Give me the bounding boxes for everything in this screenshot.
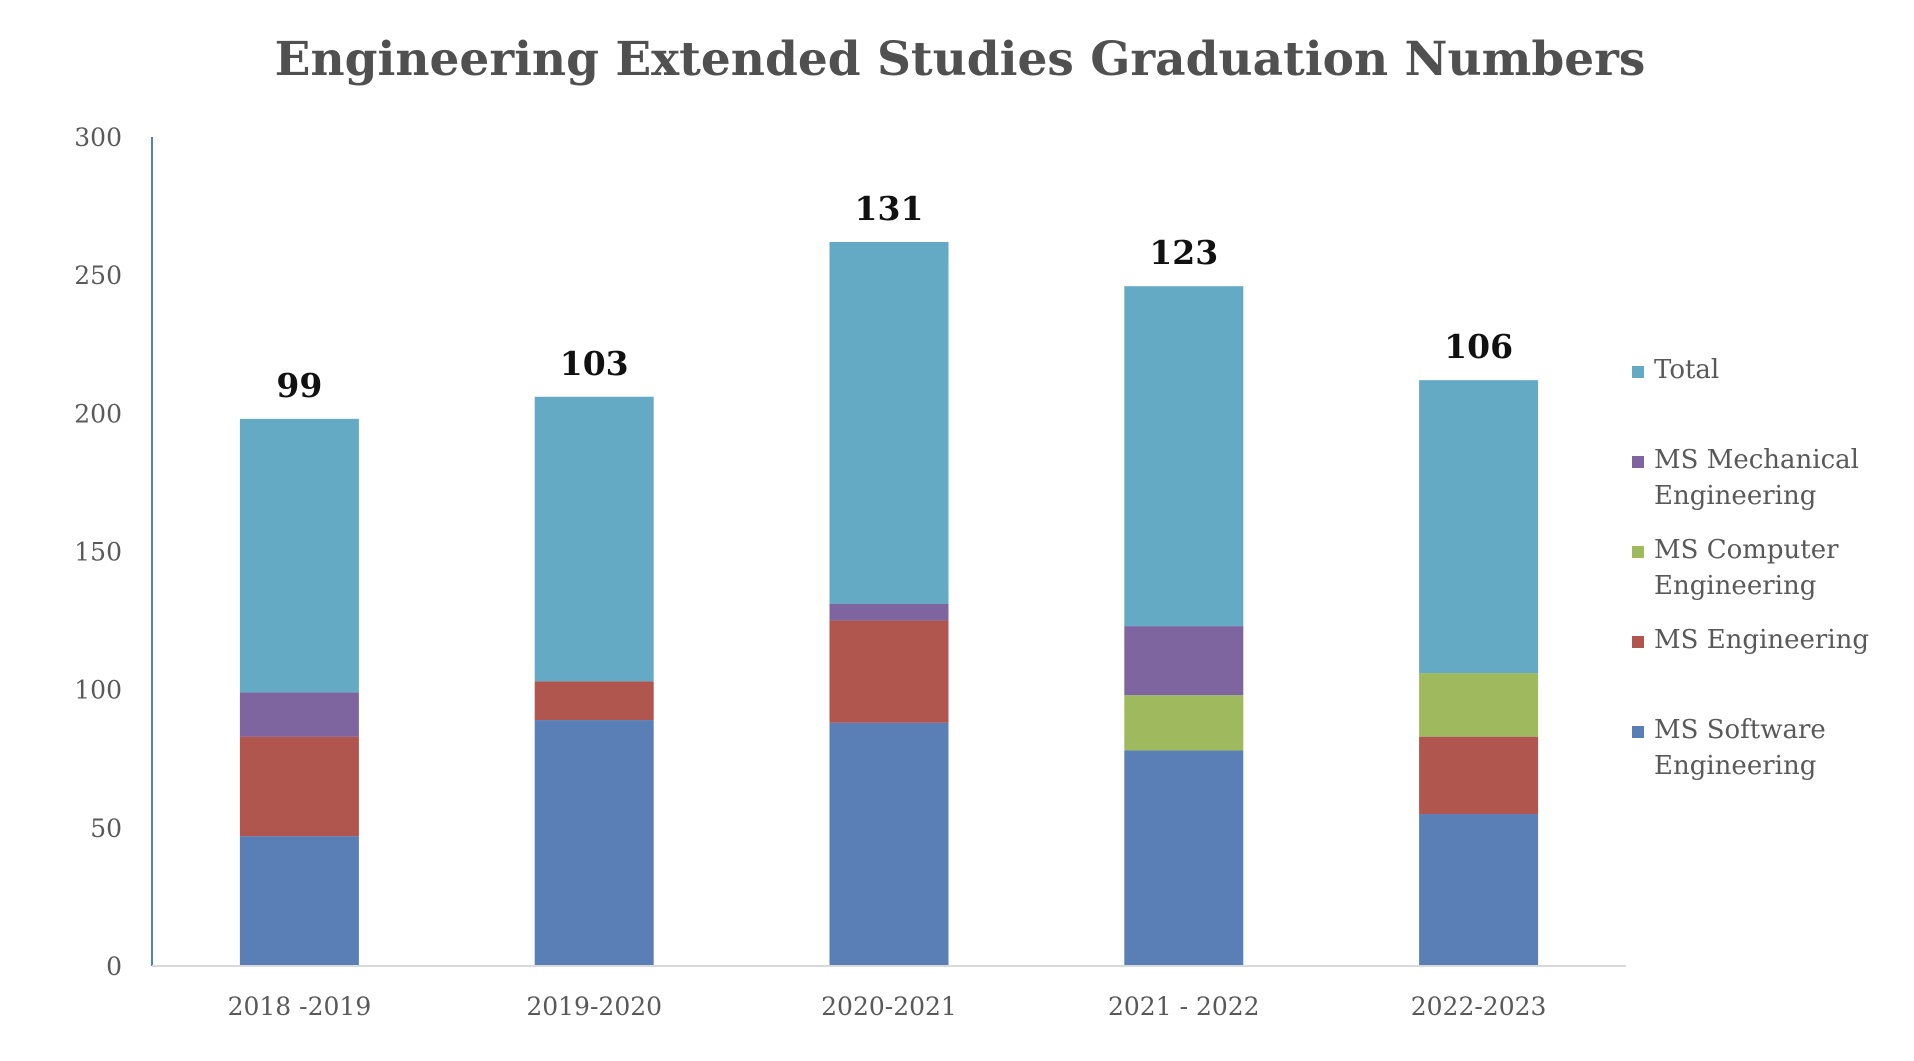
bar-total — [534, 396, 654, 682]
y-tick-label: 300 — [74, 123, 122, 152]
bar-ms-engineering — [534, 681, 654, 721]
x-tick-label: 2019-2020 — [526, 992, 662, 1021]
legend-label: Total — [1654, 355, 1719, 385]
data-label: 123 — [1149, 233, 1218, 272]
bar-ms-mechanical-engineering — [239, 692, 359, 737]
y-tick-label: 200 — [74, 399, 122, 428]
bar-ms-mechanical-engineering — [829, 604, 949, 621]
bar-total — [1124, 286, 1244, 627]
bar-total — [239, 418, 359, 693]
bar-ms-computer-engineering — [1419, 673, 1539, 737]
bars: 99 103 131 123 106 — [239, 189, 1539, 966]
bar-total — [829, 242, 949, 605]
bar-ms-software-engineering — [1419, 814, 1539, 966]
y-tick-label: 0 — [106, 952, 122, 981]
legend-item: MS Mechanical Engineering — [1632, 445, 1859, 511]
x-tick-label: 2018 -2019 — [228, 992, 372, 1021]
data-label: 131 — [855, 189, 924, 228]
legend-swatch — [1632, 636, 1644, 648]
bar-ms-software-engineering — [534, 720, 654, 966]
legend-label: MS Software Engineering — [1654, 715, 1826, 781]
y-axis: 0 50 100 150 200 250 300 — [74, 123, 153, 981]
bar-total — [1419, 380, 1539, 674]
legend-label: MS Mechanical Engineering — [1654, 445, 1859, 511]
x-axis: 2018 -2019 2019-2020 2020-2021 2021 - 2022 2… — [152, 965, 1626, 1021]
legend-swatch — [1632, 456, 1644, 468]
legend-label: MS Computer Engineering — [1654, 535, 1839, 601]
x-tick-label: 2022-2023 — [1411, 992, 1547, 1021]
y-tick-label: 250 — [74, 261, 122, 290]
legend-label: MS Engineering — [1654, 625, 1869, 655]
bar-ms-engineering — [1419, 736, 1539, 815]
data-label: 106 — [1444, 327, 1513, 366]
legend-item: MS Engineering — [1632, 625, 1869, 655]
legend-swatch — [1632, 366, 1644, 378]
y-tick-label: 100 — [74, 676, 122, 705]
x-tick-label: 2020-2021 — [821, 992, 957, 1021]
data-label: 99 — [276, 366, 322, 405]
chart-title: Engineering Extended Studies Graduation … — [275, 32, 1646, 87]
bar-ms-engineering — [829, 620, 949, 723]
data-label: 103 — [560, 344, 629, 383]
y-tick-label: 150 — [74, 538, 122, 567]
bar-ms-mechanical-engineering — [1124, 626, 1244, 696]
x-tick-label: 2021 - 2022 — [1108, 992, 1260, 1021]
legend-item: Total — [1632, 355, 1719, 385]
bar-ms-engineering — [239, 736, 359, 837]
legend-swatch — [1632, 726, 1644, 738]
legend: Total MS Mechanical Engineering MS Computer… — [1632, 355, 1869, 781]
y-tick-label: 50 — [90, 814, 122, 843]
legend-item: MS Software Engineering — [1632, 715, 1826, 781]
legend-item: MS Computer Engineering — [1632, 535, 1839, 601]
bar-ms-software-engineering — [829, 722, 949, 966]
bar-ms-software-engineering — [1124, 750, 1244, 966]
legend-swatch — [1632, 546, 1644, 558]
bar-ms-software-engineering — [239, 836, 359, 966]
bar-ms-computer-engineering — [1124, 695, 1244, 751]
